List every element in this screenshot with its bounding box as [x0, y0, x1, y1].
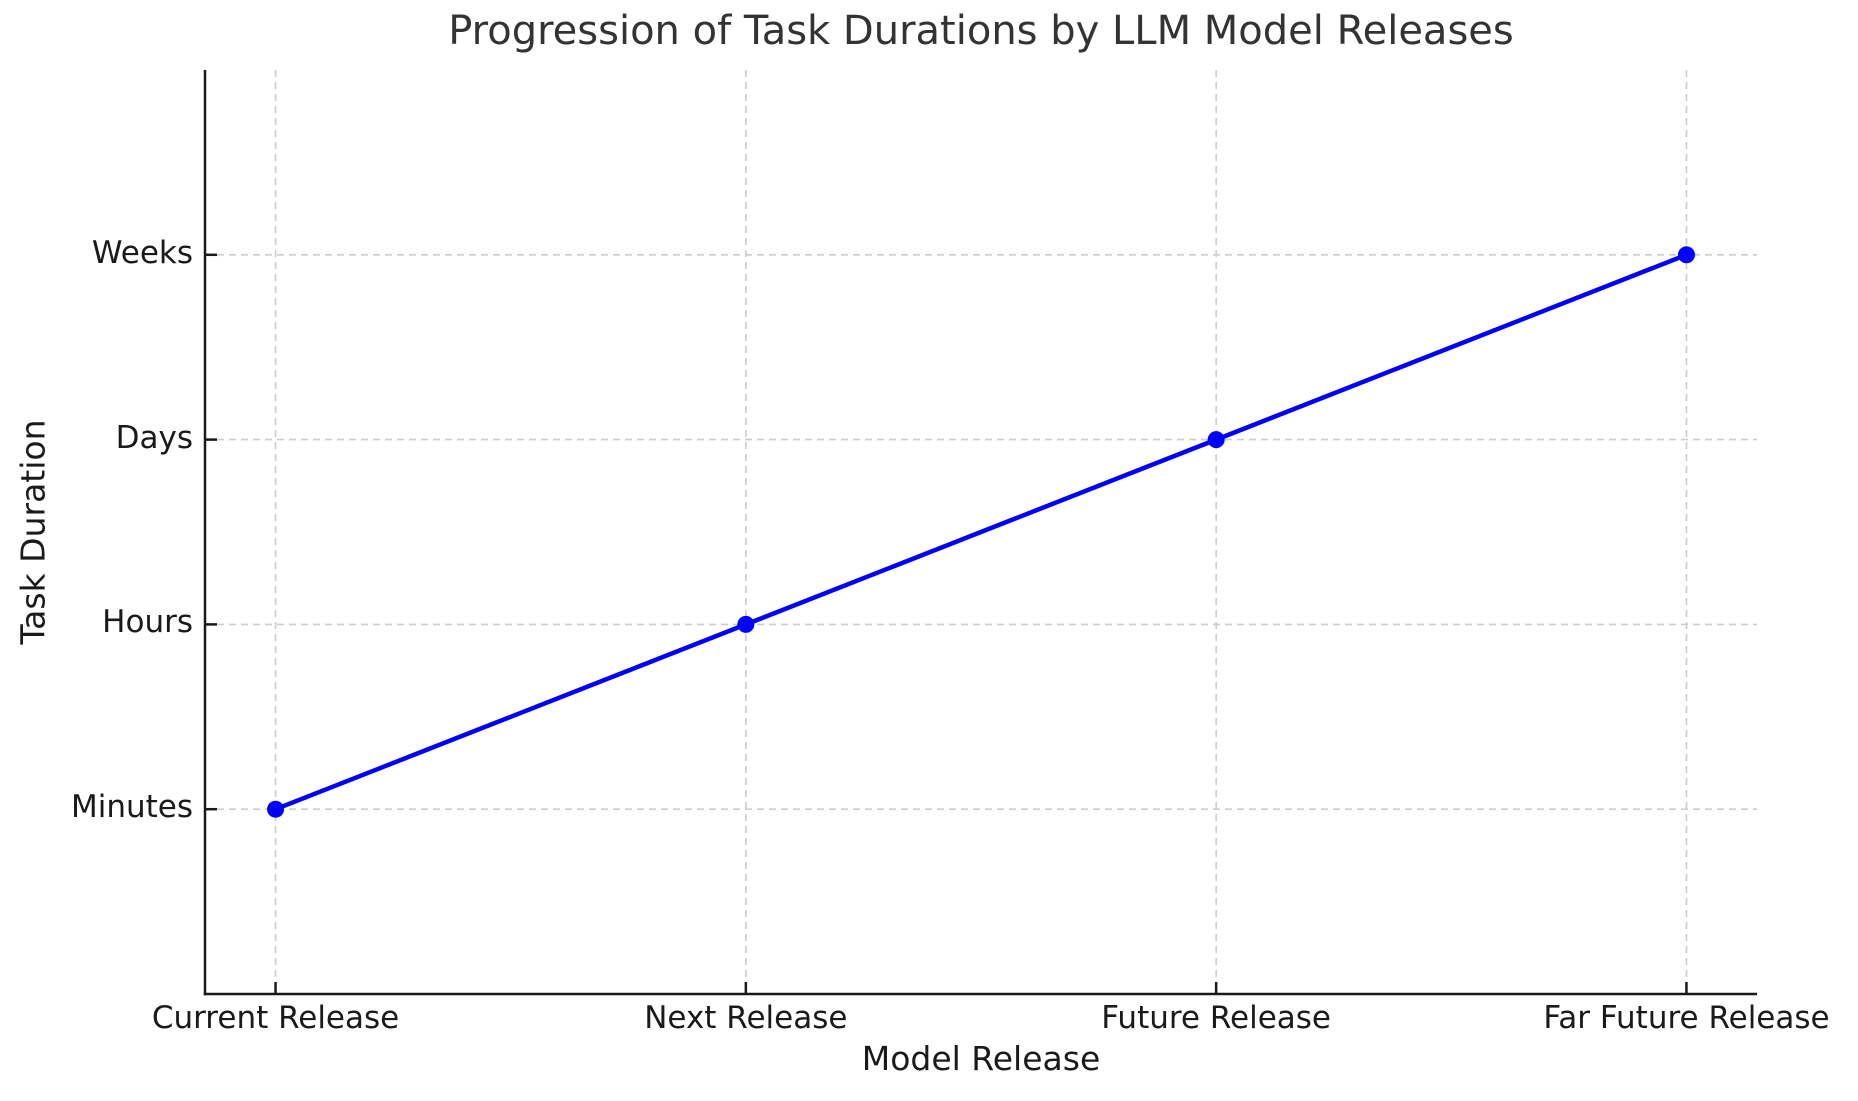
x-tick-label: Current Release	[151, 1000, 400, 1036]
chart-title: Progression of Task Durations by LLM Mod…	[448, 8, 1514, 54]
x-tick-label: Next Release	[644, 1000, 848, 1036]
y-tick-label: Hours	[102, 604, 193, 641]
y-tick-label: Days	[115, 419, 193, 456]
data-point	[1207, 431, 1225, 449]
y-tick-label: Minutes	[70, 789, 193, 826]
y-axis-label: Task Duration	[13, 419, 53, 645]
y-tick-label: Weeks	[91, 234, 193, 271]
data-point	[267, 800, 285, 818]
data-point	[737, 615, 755, 633]
data-line	[273, 252, 1689, 812]
x-axis-label: Model Release	[861, 1039, 1101, 1078]
x-tick-label: Future Release	[1101, 1000, 1331, 1036]
data-point	[1677, 246, 1695, 264]
x-tick-label: Far Future Release	[1543, 1000, 1830, 1036]
